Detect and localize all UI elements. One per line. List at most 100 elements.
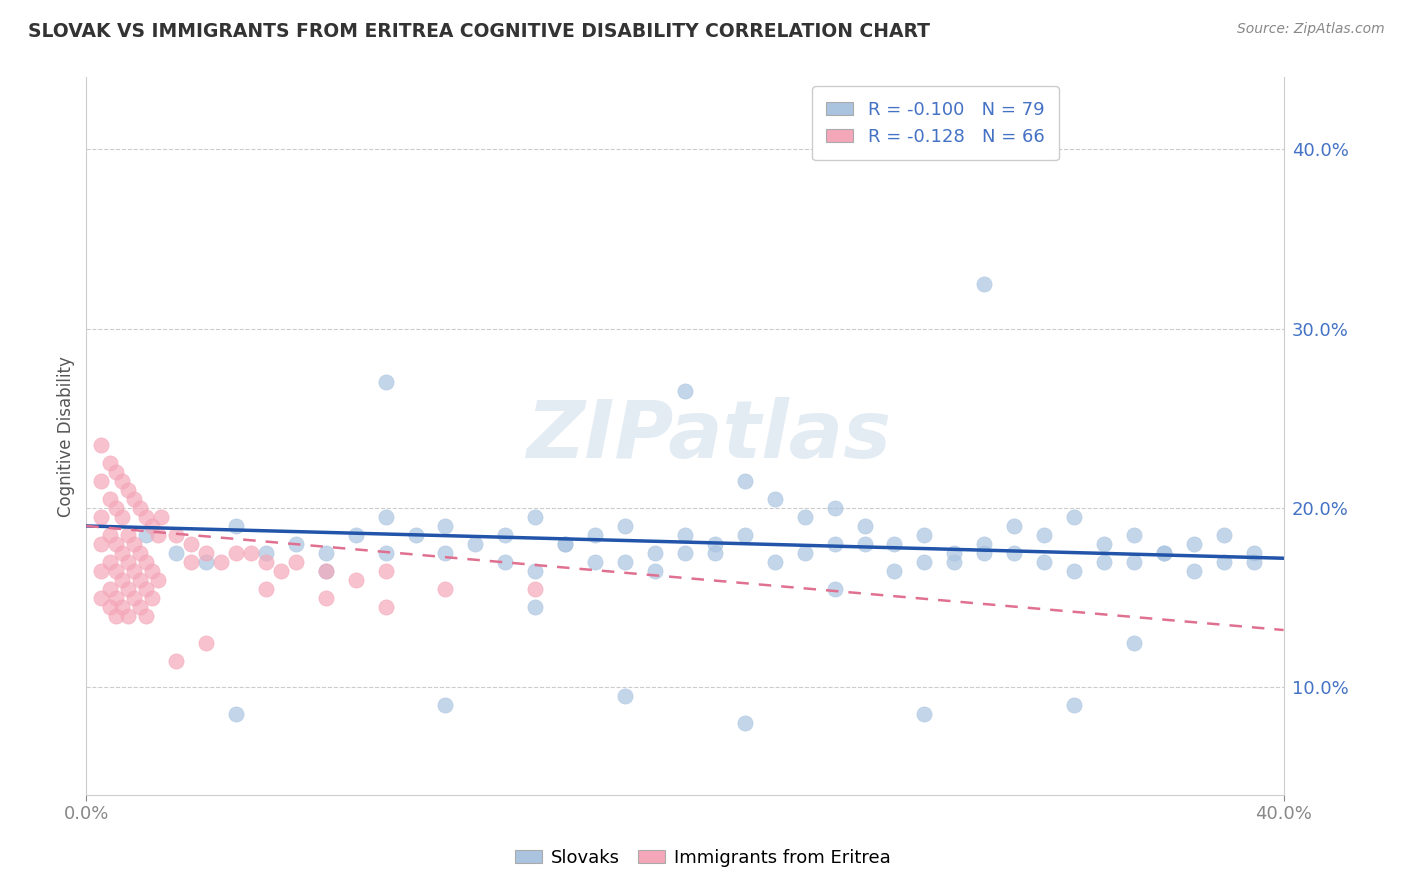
Point [141,564,163,578]
Point [614,690,637,704]
Point [1002,546,1025,560]
Point [129,573,152,587]
Point [883,537,905,551]
Point [912,555,935,569]
Point [270,564,292,578]
Point [195,635,218,649]
Point [98,599,121,614]
Point [180,555,202,569]
Point [141,591,163,605]
Point [405,528,427,542]
Point [150,510,173,524]
Point [374,376,396,390]
Point [135,528,157,542]
Point [105,537,128,551]
Point [1182,564,1205,578]
Point [111,474,134,488]
Point [494,528,516,542]
Point [117,582,139,596]
Point [734,528,756,542]
Point [117,528,139,542]
Point [111,573,134,587]
Point [90,591,112,605]
Point [122,564,145,578]
Point [122,491,145,506]
Point [129,599,152,614]
Point [973,546,995,560]
Point [225,707,247,722]
Point [105,465,128,479]
Point [554,537,576,551]
Point [111,546,134,560]
Point [315,546,337,560]
Point [824,582,846,596]
Point [135,555,157,569]
Point [912,528,935,542]
Point [673,528,696,542]
Point [853,537,876,551]
Point [824,501,846,516]
Point [146,528,169,542]
Point [943,546,966,560]
Point [254,546,277,560]
Point [284,555,307,569]
Legend: R = -0.100   N = 79, R = -0.128   N = 66: R = -0.100 N = 79, R = -0.128 N = 66 [811,87,1059,161]
Point [1123,635,1146,649]
Point [583,528,606,542]
Text: Source: ZipAtlas.com: Source: ZipAtlas.com [1237,22,1385,37]
Point [554,537,576,551]
Point [912,707,935,722]
Point [135,582,157,596]
Point [524,599,547,614]
Point [1182,537,1205,551]
Point [644,564,666,578]
Point [1153,546,1175,560]
Point [673,384,696,399]
Point [734,716,756,731]
Point [90,537,112,551]
Point [374,599,396,614]
Y-axis label: Cognitive Disability: Cognitive Disability [58,356,75,516]
Point [524,582,547,596]
Point [146,573,169,587]
Point [374,510,396,524]
Point [583,555,606,569]
Point [135,510,157,524]
Point [129,546,152,560]
Point [1123,528,1146,542]
Point [703,546,725,560]
Point [973,277,995,291]
Point [98,555,121,569]
Point [90,438,112,452]
Point [644,546,666,560]
Point [1033,528,1056,542]
Point [824,537,846,551]
Point [90,564,112,578]
Point [883,564,905,578]
Point [1243,546,1265,560]
Point [165,528,187,542]
Point [524,564,547,578]
Point [434,519,457,533]
Point [195,555,218,569]
Point [464,537,486,551]
Point [111,599,134,614]
Point [673,546,696,560]
Point [973,537,995,551]
Point [1002,519,1025,533]
Point [494,555,516,569]
Point [105,501,128,516]
Point [703,537,725,551]
Point [135,608,157,623]
Point [105,608,128,623]
Point [614,555,637,569]
Point [1212,555,1234,569]
Point [1063,698,1085,713]
Point [90,474,112,488]
Point [117,555,139,569]
Point [734,474,756,488]
Point [117,483,139,497]
Point [105,564,128,578]
Point [614,519,637,533]
Point [524,510,547,524]
